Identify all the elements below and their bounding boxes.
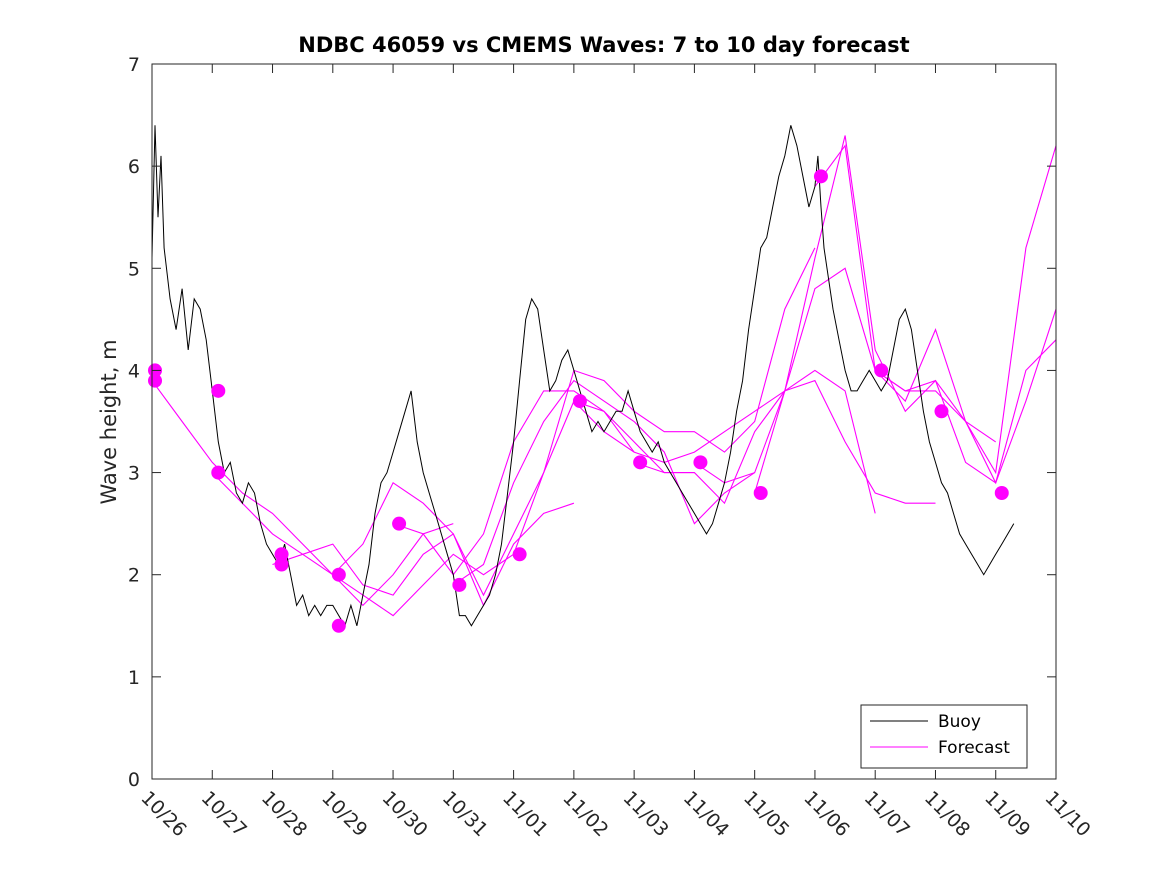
forecast-marker-7 bbox=[331, 567, 346, 582]
legend-forecast-label: Forecast bbox=[938, 738, 1010, 758]
forecast-marker-19 bbox=[994, 486, 1009, 500]
forecast-marker-17 bbox=[874, 363, 889, 378]
forecast-marker-11 bbox=[512, 547, 527, 562]
forecast-marker-16 bbox=[813, 169, 828, 184]
forecast-line-13 bbox=[874, 339, 1056, 484]
forecast-marker-3 bbox=[211, 465, 226, 480]
forecast-line-8 bbox=[573, 369, 876, 514]
series-layer bbox=[148, 125, 1056, 633]
forecast-marker-8 bbox=[331, 618, 346, 633]
y-tick-label: 6 bbox=[128, 156, 140, 178]
y-tick-label: 7 bbox=[128, 54, 140, 76]
forecast-line-11 bbox=[754, 135, 1056, 494]
y-tick-label: 2 bbox=[128, 565, 140, 587]
forecast-line-7 bbox=[513, 247, 816, 555]
forecast-marker-6 bbox=[274, 557, 289, 572]
chart-title: NDBC 46059 vs CMEMS Waves: 7 to 10 day f… bbox=[298, 33, 909, 57]
y-tick-label: 0 bbox=[128, 769, 140, 791]
legend-box bbox=[860, 704, 1028, 769]
y-tick-label: 3 bbox=[128, 463, 140, 485]
legend-buoy-label: Buoy bbox=[938, 712, 981, 732]
forecast-marker-13 bbox=[633, 455, 648, 470]
forecast-marker-18 bbox=[934, 404, 949, 419]
forecast-line-12 bbox=[814, 144, 1056, 475]
legend: Buoy Forecast bbox=[860, 704, 1028, 769]
y-tick-label: 1 bbox=[128, 667, 140, 689]
forecast-marker-10 bbox=[452, 577, 467, 592]
forecast-marker-14 bbox=[693, 455, 708, 470]
forecast-marker-12 bbox=[572, 394, 587, 409]
forecast-line-1 bbox=[152, 380, 454, 607]
forecast-marker-4 bbox=[211, 383, 226, 398]
forecast-marker-5 bbox=[274, 547, 289, 562]
forecast-line-3 bbox=[272, 502, 575, 607]
forecast-line-10 bbox=[694, 267, 997, 484]
forecast-marker-2 bbox=[148, 373, 163, 388]
forecast-marker-15 bbox=[753, 486, 768, 500]
plot-area bbox=[152, 64, 1056, 779]
y-tick-label: 5 bbox=[128, 258, 140, 280]
forecast-marker-9 bbox=[392, 516, 407, 531]
y-tick-label: 4 bbox=[128, 360, 140, 382]
forecast-line-5 bbox=[392, 390, 695, 576]
forecast-line-6 bbox=[452, 379, 756, 586]
axes-box bbox=[151, 63, 1057, 780]
y-axis-label: Wave height, m bbox=[97, 339, 121, 504]
